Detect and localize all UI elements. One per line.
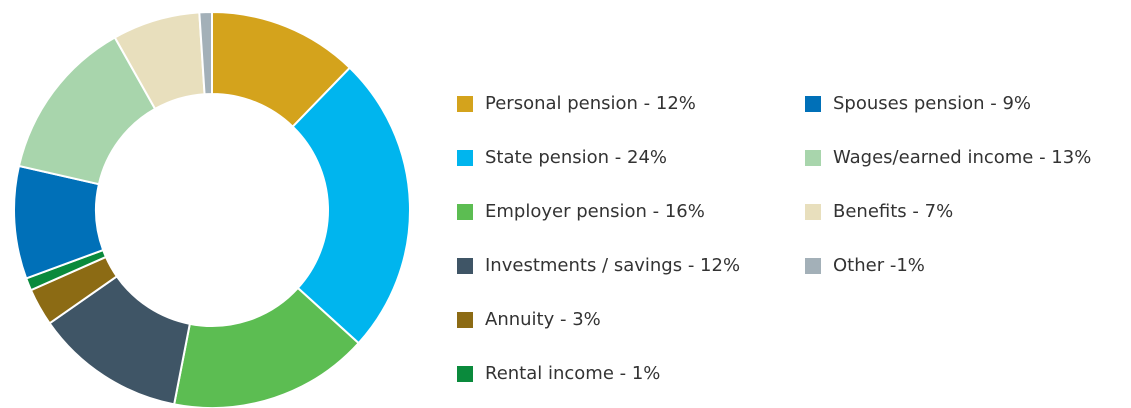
legend-swatch	[457, 96, 473, 112]
legend-swatch	[457, 204, 473, 220]
legend-label: State pension - 24%	[485, 147, 667, 168]
legend-swatch	[805, 96, 821, 112]
donut-slice	[198, 10, 213, 96]
legend-label: Benefits - 7%	[833, 201, 953, 222]
legend-swatch	[457, 366, 473, 382]
legend-label: Annuity - 3%	[485, 309, 601, 330]
legend-label: Rental income - 1%	[485, 363, 660, 384]
legend-label: Personal pension - 12%	[485, 93, 696, 114]
legend-label: Employer pension - 16%	[485, 201, 705, 222]
legend-swatch	[457, 258, 473, 274]
legend-swatch	[805, 150, 821, 166]
legend-label: Spouses pension - 9%	[833, 93, 1031, 114]
legend-swatch	[805, 204, 821, 220]
legend-label: Other -1%	[833, 255, 925, 276]
donut-slice	[291, 66, 411, 345]
legend-swatch	[457, 150, 473, 166]
legend-label: Wages/earned income - 13%	[833, 147, 1091, 168]
legend-swatch	[457, 312, 473, 328]
legend-label: Investments / savings - 12%	[485, 255, 740, 276]
legend-swatch	[805, 258, 821, 274]
